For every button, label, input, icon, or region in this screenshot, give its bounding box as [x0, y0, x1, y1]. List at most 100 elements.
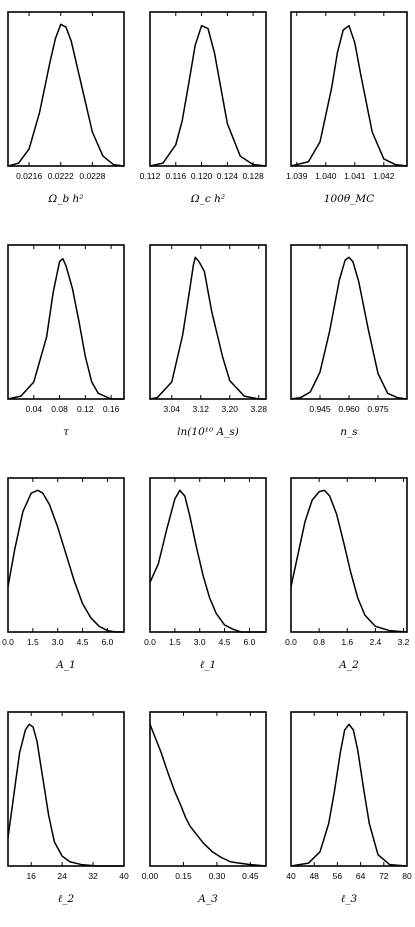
x-axis-label: ℓ_3	[341, 893, 358, 905]
x-axis-label: A_3	[197, 893, 218, 905]
x-tick-label: 0.975	[367, 404, 389, 414]
x-tick-label: 0.112	[140, 171, 161, 181]
x-axis-label: A_1	[55, 659, 76, 671]
x-tick-label: 3.20	[221, 404, 238, 414]
x-tick-label: 0.116	[165, 171, 186, 181]
x-tick-label: 4.5	[219, 637, 231, 647]
posterior-curve	[290, 256, 408, 400]
panel-2: 0.112 0.116 0.120 0.124 0.128 Ω_c h²	[140, 11, 267, 205]
panel-6: 0.945 0.960 0.975 n_s	[290, 244, 408, 438]
posterior-curve	[7, 489, 124, 633]
x-tick-label: 1.041	[344, 171, 366, 181]
panel-frame	[7, 244, 125, 400]
x-tick-label: 0.0228	[79, 171, 105, 181]
panel-frame	[290, 244, 408, 400]
x-tick-label: 2.4	[369, 637, 381, 647]
x-tick-label: 1.5	[27, 637, 39, 647]
x-tick-label: 3.0	[194, 637, 206, 647]
x-tick-label: 4.5	[77, 637, 89, 647]
x-tick-label: 56	[333, 871, 343, 881]
panel-7: 0.0 1.5 3.0 4.5 6.0 A_1	[2, 477, 125, 671]
x-axis-label: Ω_b h²	[48, 193, 84, 205]
posterior-curve	[149, 24, 267, 167]
panel-frame	[290, 711, 408, 867]
x-tick-label: 0.0	[2, 637, 14, 647]
x-tick-label: 3.0	[52, 637, 64, 647]
x-tick-label: 1.039	[286, 171, 308, 181]
x-tick-label: 0.128	[242, 171, 264, 181]
x-tick-label: 3.28	[250, 404, 267, 414]
posterior-curve	[149, 256, 266, 400]
panel-frame	[149, 11, 267, 167]
posterior-curve	[290, 723, 408, 867]
x-tick-label: 0.45	[242, 871, 259, 881]
x-axis-label: ℓ_1	[200, 659, 216, 671]
x-tick-label: 0.15	[175, 871, 192, 881]
x-tick-label: 0.12	[77, 404, 94, 414]
x-tick-label: 1.5	[169, 637, 181, 647]
x-tick-label: 16	[26, 871, 36, 881]
x-tick-label: 6.0	[102, 637, 114, 647]
panel-frame	[290, 477, 408, 633]
posterior-curve	[149, 724, 267, 867]
x-tick-label: 1.040	[315, 171, 337, 181]
panel-3: 1.039 1.040 1.041 1.042 100θ_MC	[286, 11, 408, 205]
x-tick-label: 3.04	[163, 404, 180, 414]
x-axis-label: τ	[63, 426, 69, 438]
x-tick-label: 0.30	[209, 871, 226, 881]
panel-12: 40 48 56 64 72 80 ℓ_3	[286, 711, 412, 905]
x-tick-label: 0.120	[191, 171, 213, 181]
panel-10: 16 24 32 40 ℓ_2	[7, 711, 129, 905]
panel-1: 0.0216 0.0222 0.0228 Ω_b h²	[7, 11, 125, 205]
panel-frame	[7, 711, 125, 867]
x-tick-label: 0.0	[285, 637, 297, 647]
x-axis-label: Ω_c h²	[190, 193, 225, 205]
panel-9: 0.0 0.8 1.6 2.4 3.2 A_2	[285, 477, 410, 671]
x-tick-label: 80	[402, 871, 412, 881]
x-tick-label: 0.0222	[48, 171, 74, 181]
panel-frame	[290, 11, 408, 167]
x-tick-label: 1.042	[373, 171, 395, 181]
panel-5: 3.04 3.12 3.20 3.28 ln(10¹⁰ A_s)	[149, 244, 267, 438]
x-axis-label: n_s	[340, 426, 358, 438]
x-axis-label: ℓ_2	[58, 893, 75, 905]
posterior-curve	[290, 489, 408, 633]
x-tick-label: 48	[309, 871, 319, 881]
x-tick-label: 3.12	[192, 404, 209, 414]
x-tick-label: 0.08	[51, 404, 68, 414]
x-tick-label: 0.0216	[16, 171, 42, 181]
posterior-curve	[7, 23, 125, 167]
panel-frame	[7, 477, 125, 633]
x-axis-label: ln(10¹⁰ A_s)	[177, 426, 239, 438]
posterior-curve	[7, 723, 124, 867]
panel-4: 0.04 0.08 0.12 0.16 τ	[7, 244, 125, 438]
x-tick-label: 0.04	[26, 404, 43, 414]
panel-8: 0.0 1.5 3.0 4.5 6.0 ℓ_1	[144, 477, 267, 671]
x-tick-label: 64	[356, 871, 366, 881]
x-tick-label: 24	[57, 871, 67, 881]
x-tick-label: 6.0	[244, 637, 256, 647]
x-tick-label: 0.16	[103, 404, 120, 414]
panel-11: 0.00 0.15 0.30 0.45 A_3	[142, 711, 267, 905]
x-axis-label: A_2	[338, 659, 359, 671]
x-tick-label: 40	[119, 871, 129, 881]
panel-frame	[149, 477, 267, 633]
x-tick-label: 32	[88, 871, 98, 881]
x-axis-label: 100θ_MC	[324, 193, 374, 205]
x-tick-label: 3.2	[398, 637, 410, 647]
panel-frame	[7, 11, 125, 167]
posterior-curve	[290, 24, 408, 167]
x-tick-label: 0.0	[144, 637, 156, 647]
x-tick-label: 0.124	[217, 171, 239, 181]
posterior-curve	[149, 489, 266, 633]
panel-frame	[149, 244, 267, 400]
x-tick-label: 0.8	[313, 637, 325, 647]
x-tick-label: 0.00	[142, 871, 159, 881]
x-tick-label: 72	[379, 871, 389, 881]
x-tick-label: 1.6	[341, 637, 353, 647]
posterior-curve	[7, 257, 124, 400]
x-tick-label: 0.960	[338, 404, 360, 414]
x-tick-label: 40	[286, 871, 296, 881]
x-tick-label: 0.945	[309, 404, 331, 414]
